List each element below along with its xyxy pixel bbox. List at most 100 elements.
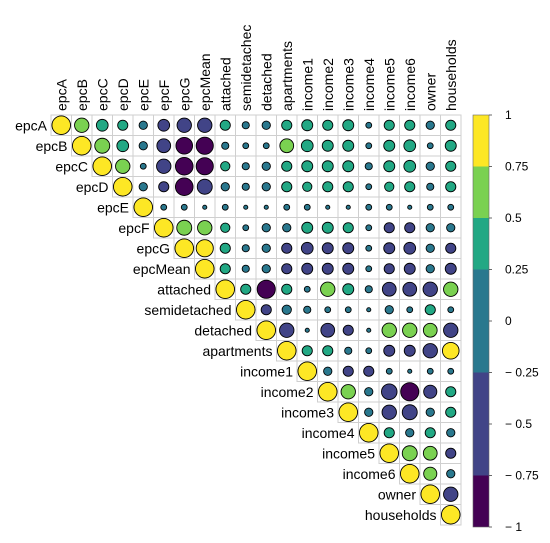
- correlation-circle-income3-income4: [364, 407, 374, 417]
- correlation-circle-epcE-income4: [365, 203, 373, 211]
- correlation-circle-apartments-owner: [422, 343, 438, 359]
- correlation-circle-epcB-households: [444, 139, 457, 152]
- column-label-epcC: epcC: [94, 78, 110, 111]
- correlation-circle-epcF-semidetached: [242, 224, 250, 232]
- correlation-circle-epcB-income6: [403, 139, 417, 153]
- correlation-circle-epcMean-income3: [342, 262, 355, 275]
- correlation-circle-epcMean-income6: [403, 262, 416, 275]
- correlation-circle-epcF-owner: [425, 223, 435, 233]
- correlation-circle-detached-income1: [304, 327, 310, 333]
- correlation-circle-epcE-epcF: [160, 203, 168, 211]
- correlation-circle-epcA-epcMean: [197, 117, 213, 133]
- correlation-circle-epcMean-epcMean: [194, 259, 215, 279]
- correlation-circle-epcMean-income5: [383, 263, 395, 275]
- colorbar-segment-3: [473, 269, 489, 321]
- correlation-circle-income1-income3: [342, 365, 354, 377]
- correlation-circle-apartments-income5: [383, 344, 396, 357]
- column-label-income5: income5: [381, 58, 397, 111]
- row-label-epcG: epcG: [137, 240, 170, 256]
- row-label-attached: attached: [157, 281, 211, 297]
- column-label-income1: income1: [299, 58, 315, 111]
- correlation-circle-epcG-income2: [321, 242, 334, 255]
- correlation-circle-attached-apartments: [281, 283, 293, 295]
- correlation-circle-epcA-owner: [425, 120, 435, 130]
- correlation-circle-epcB-epcF: [156, 138, 172, 154]
- correlation-circle-income2-households: [445, 386, 457, 398]
- row-label-income6: income6: [343, 466, 396, 482]
- correlation-circle-epcB-attached: [221, 141, 230, 150]
- colorbar-segment-4: [473, 321, 489, 373]
- correlation-circle-epcC-income4: [364, 162, 373, 171]
- correlation-circle-income3-owner: [425, 407, 435, 417]
- correlation-circle-epcF-epcF: [153, 217, 174, 238]
- correlation-circle-attached-income4: [364, 285, 373, 294]
- correlation-circle-apartments-income1: [301, 345, 313, 357]
- correlation-circle-income1-income5: [385, 367, 393, 375]
- correlation-circle-income6-households: [446, 469, 456, 479]
- correlation-circle-epcG-owner: [425, 243, 435, 253]
- colorbar-tick-label: − 0.75: [505, 469, 539, 483]
- column-label-epcF: epcF: [156, 80, 172, 111]
- correlation-circle-detached-income3: [342, 324, 354, 336]
- correlation-circle-semidetached-detached: [260, 304, 272, 316]
- correlation-circle-detached-income2: [320, 322, 336, 338]
- correlation-circle-epcB-income4: [365, 142, 373, 150]
- correlation-circle-income1-income1: [297, 361, 318, 382]
- colorbar-segment-5: [473, 372, 489, 424]
- correlation-circle-semidetached-income1: [303, 305, 312, 314]
- correlation-circle-epcA-epcE: [138, 120, 148, 130]
- correlation-circle-income2-income6: [400, 382, 420, 402]
- column-label-income3: income3: [340, 58, 356, 111]
- row-label-households: households: [365, 507, 437, 523]
- correlation-circle-epcC-owner: [425, 161, 435, 171]
- correlation-circle-attached-semidetached: [240, 283, 252, 295]
- correlation-circle-epcB-owner: [426, 142, 434, 150]
- correlation-circle-epcMean-attached: [219, 263, 231, 275]
- correlation-circle-detached-apartments: [279, 322, 295, 338]
- correlation-circle-epcE-income5: [385, 203, 393, 211]
- correlation-circle-epcD-income5: [384, 181, 395, 192]
- correlation-circle-semidetached-income3: [344, 306, 352, 314]
- correlation-circle-owner-households: [443, 486, 459, 502]
- correlation-circle-epcE-detached: [263, 204, 269, 210]
- correlation-circle-epcB-epcD: [116, 139, 130, 153]
- correlation-circle-epcB-epcC: [94, 137, 111, 154]
- correlation-circle-epcF-detached: [261, 223, 271, 233]
- row-label-apartments: apartments: [202, 343, 272, 359]
- colorbar-tick-label: − 0.25: [505, 366, 539, 380]
- correlation-circle-epcF-apartments: [282, 223, 292, 233]
- correlation-circle-epcA-income3: [342, 119, 355, 132]
- correlation-circle-epcF-income2: [321, 221, 334, 234]
- correlation-circle-epcD-epcF: [158, 181, 170, 193]
- correlation-circle-epcD-epcG: [174, 177, 194, 197]
- correlation-circle-epcA-epcD: [117, 119, 129, 131]
- row-label-income4: income4: [302, 425, 355, 441]
- column-label-epcD: epcD: [115, 78, 131, 111]
- correlation-circle-semidetached-income6: [406, 306, 414, 314]
- correlation-circle-income3-income3: [338, 402, 359, 423]
- correlation-circle-apartments-income4: [365, 347, 373, 355]
- correlation-circle-epcC-income3: [342, 160, 355, 173]
- correlation-circle-epcMean-income4: [365, 265, 373, 273]
- correlation-circle-epcC-epcC: [92, 156, 112, 176]
- correlation-circle-epcA-epcB: [74, 117, 90, 133]
- correlation-circle-income5-households: [445, 447, 457, 459]
- correlation-circle-epcE-attached: [221, 203, 229, 211]
- correlation-circle-income2-income2: [318, 382, 338, 402]
- correlation-circle-attached-households: [443, 281, 459, 297]
- correlation-circle-epcA-epcF: [157, 118, 171, 132]
- correlation-circle-semidetached-income5: [384, 305, 394, 315]
- correlation-circle-epcF-income4: [365, 224, 373, 232]
- correlation-circle-epcA-income5: [383, 119, 395, 131]
- correlation-circle-epcA-semidetached: [241, 121, 250, 130]
- row-label-epcF: epcF: [118, 220, 149, 236]
- colorbar-tick-label: 0.75: [505, 160, 529, 174]
- correlation-circle-detached-income6: [402, 322, 418, 338]
- correlation-circle-semidetached-semidetached: [235, 300, 256, 320]
- correlation-circle-epcF-epcG: [176, 219, 193, 236]
- correlation-circle-semidetached-households: [447, 306, 455, 314]
- correlation-circle-epcC-income6: [403, 159, 417, 173]
- correlation-circle-epcC-detached: [261, 161, 271, 171]
- correlation-circle-income4-households: [446, 428, 456, 438]
- correlation-circle-income5-income5: [379, 443, 400, 464]
